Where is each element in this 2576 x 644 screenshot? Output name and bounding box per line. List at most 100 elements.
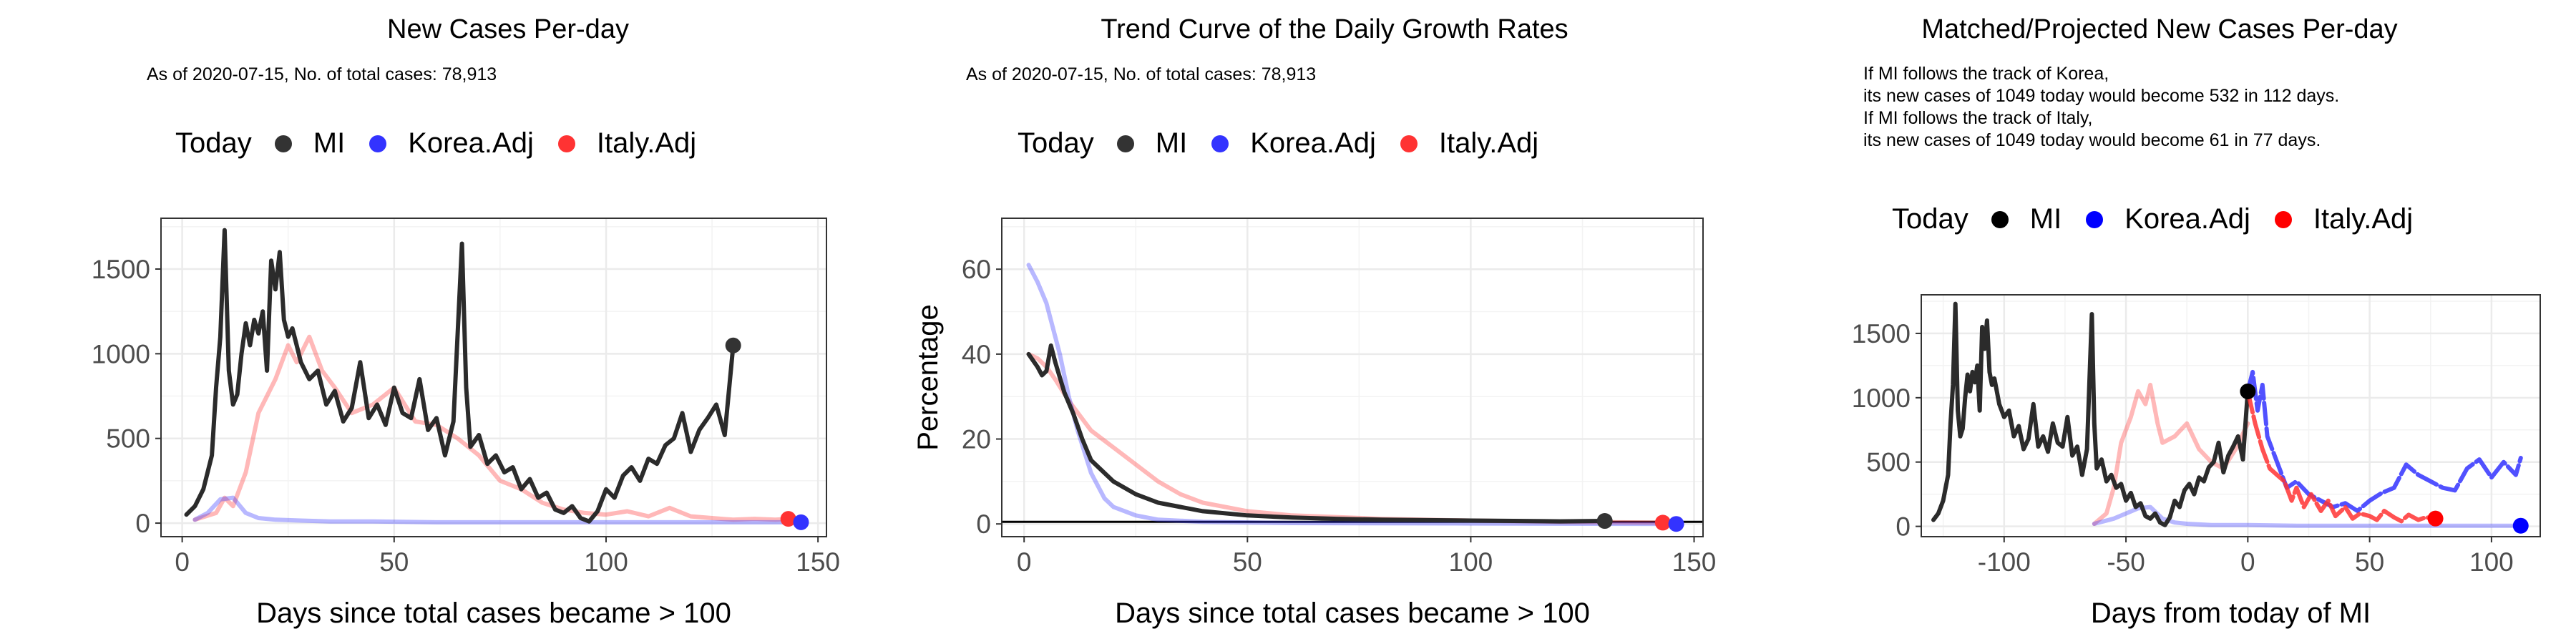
legend-swatch xyxy=(2086,210,2104,228)
x-tick-label: 0 xyxy=(1017,547,1032,577)
today-point-mi xyxy=(2240,384,2256,400)
today-point-mi xyxy=(1596,513,1613,530)
x-tick-label: 100 xyxy=(584,547,628,577)
legend-title: Today xyxy=(175,127,252,159)
legend-item-mi: MI xyxy=(274,127,346,160)
x-tick-label: 150 xyxy=(1672,547,1717,577)
x-tick-label: 150 xyxy=(796,547,840,577)
y-tick-label: 1500 xyxy=(1852,319,1911,348)
x-axis-label: Days from today of MI xyxy=(2091,597,2371,629)
series-line-italy-adj xyxy=(2245,389,2438,524)
legend-item-korea: Korea.Adj xyxy=(369,127,534,160)
y-tick-label: 500 xyxy=(1866,448,1911,477)
x-tick-label: -50 xyxy=(2107,547,2145,577)
legend: Today MI Korea.Adj Italy.Adj xyxy=(175,127,721,160)
today-point-korea-adj xyxy=(1668,516,1684,532)
panel-growth-rates: Trend Curve of the Daily Growth Rates As… xyxy=(859,0,1717,644)
legend-label: Korea.Adj xyxy=(1250,127,1376,159)
note-line: its new cases of 1049 today would become… xyxy=(1863,130,2321,150)
legend-item-italy: Italy.Adj xyxy=(2274,203,2413,235)
note-line: its new cases of 1049 today would become… xyxy=(1863,86,2340,106)
series-line-mi xyxy=(184,228,736,524)
legend-swatch xyxy=(274,135,292,152)
grid xyxy=(1002,218,1703,537)
y-tick-label: 0 xyxy=(135,509,150,538)
legend-label: Italy.Adj xyxy=(1438,127,1539,159)
legend-swatch xyxy=(1116,135,1134,152)
plot-border xyxy=(160,218,827,537)
legend-item-italy: Italy.Adj xyxy=(1400,127,1538,160)
y-tick-label: 500 xyxy=(106,424,150,454)
grid xyxy=(1921,295,2540,537)
series-line-mi xyxy=(1026,343,1607,524)
legend-item-korea: Korea.Adj xyxy=(1211,127,1376,160)
x-tick-label: 50 xyxy=(379,547,409,577)
today-point-korea-adj xyxy=(793,514,809,530)
chart-title: Trend Curve of the Daily Growth Rates xyxy=(1101,14,1568,44)
legend-swatch xyxy=(1211,135,1229,152)
legend-item-mi: MI xyxy=(1991,203,2062,235)
y-tick-label: 40 xyxy=(962,340,991,369)
series-line-mi xyxy=(1931,301,2250,527)
series-line-korea-adj xyxy=(2245,369,2523,513)
chart-title: New Cases Per-day xyxy=(387,14,629,44)
legend-swatch xyxy=(1991,210,2009,228)
series-line-korea-adj xyxy=(192,495,804,525)
x-tick-label: 0 xyxy=(175,547,190,577)
legend-label: MI xyxy=(2029,203,2062,235)
x-tick-label: 50 xyxy=(2355,547,2384,577)
chart-growth-rates: 0 50 100 150 0 20 40 60 Days since total cases b… xyxy=(912,218,1717,629)
x-tick-label: 100 xyxy=(1449,547,1493,577)
note-line: If MI follows the track of Korea, xyxy=(1863,64,2109,84)
x-tick-label: 0 xyxy=(2240,547,2255,577)
legend-item-korea: Korea.Adj xyxy=(2086,203,2250,235)
note-line: If MI follows the track of Italy, xyxy=(1863,108,2093,128)
x-tick-label: 100 xyxy=(2469,547,2514,577)
today-point-mi xyxy=(725,337,741,353)
today-point-italy-adj xyxy=(2427,510,2444,527)
legend-swatch xyxy=(1400,135,1418,152)
x-tick-label: 50 xyxy=(1233,547,1262,577)
y-tick-label: 1000 xyxy=(1852,384,1911,413)
y-tick-label: 0 xyxy=(976,509,991,539)
legend: Today MI Korea.Adj Italy.Adj xyxy=(1892,203,2437,235)
panel-projected: Matched/Projected New Cases Per-day If M… xyxy=(1717,0,2576,644)
grid xyxy=(161,218,826,537)
legend-title: Today xyxy=(1892,203,1968,235)
y-tick-label: 60 xyxy=(962,255,991,284)
legend-swatch xyxy=(369,135,387,152)
today-point-italy-adj xyxy=(1654,514,1671,531)
legend-item-mi: MI xyxy=(1116,127,1188,160)
legend: Today MI Korea.Adj Italy.Adj xyxy=(1018,127,1563,160)
legend-label: Korea.Adj xyxy=(408,127,534,159)
chart-subtitle: As of 2020-07-15, No. of total cases: 78… xyxy=(147,64,497,84)
y-tick-label: 0 xyxy=(1896,512,1911,542)
today-point-italy-adj xyxy=(780,511,796,527)
y-tick-label: 1500 xyxy=(92,255,150,284)
x-axis-label: Days since total cases became > 100 xyxy=(256,597,731,629)
y-tick-label: 1000 xyxy=(92,339,150,369)
y-tick-label: 20 xyxy=(962,425,991,454)
x-axis-label: Days since total cases became > 100 xyxy=(1115,597,1590,629)
chart-title: Matched/Projected New Cases Per-day xyxy=(1921,14,2398,44)
legend-title: Today xyxy=(1018,127,1094,159)
legend-label: Italy.Adj xyxy=(596,127,697,159)
legend-swatch xyxy=(2274,210,2292,228)
panel-new-cases: New Cases Per-day As of 2020-07-15, No. … xyxy=(0,0,859,644)
projection-note: If MI follows the track of Korea, its ne… xyxy=(1863,63,2339,152)
series-line-korea-adj xyxy=(1026,263,1679,527)
chart-subtitle: As of 2020-07-15, No. of total cases: 78… xyxy=(966,64,1317,84)
x-tick-label: -100 xyxy=(1978,547,2031,577)
series-line-korea-adj xyxy=(2092,504,2523,528)
legend-swatch xyxy=(557,135,575,152)
y-axis-label: Percentage xyxy=(912,304,944,451)
legend-label: MI xyxy=(1155,127,1188,159)
today-point-korea-adj xyxy=(2512,517,2529,534)
series-line-italy-adj xyxy=(2092,382,2250,526)
plot-border xyxy=(1921,294,2541,537)
legend-item-italy: Italy.Adj xyxy=(557,127,697,160)
plot-border xyxy=(1001,218,1704,537)
legend-label: MI xyxy=(313,127,346,159)
